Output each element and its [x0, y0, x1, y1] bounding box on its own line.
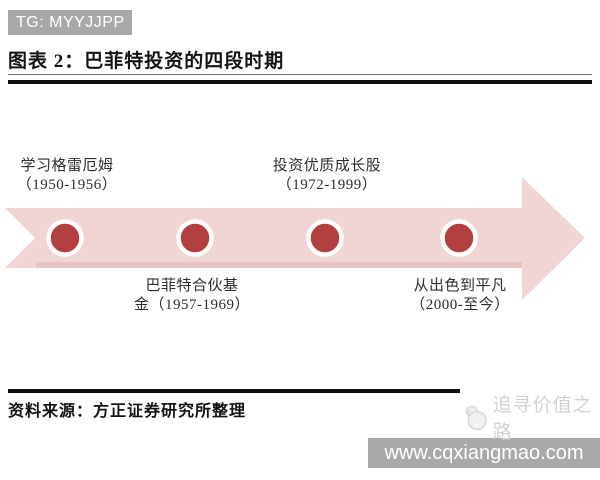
watermark-text: 追寻价值之路 — [492, 395, 593, 443]
timeline-dot-1 — [46, 219, 84, 257]
timeline-label-period-2: 巴菲特合伙基 金（1957-1969） — [118, 277, 266, 315]
timeline-label-period-4: 从出色到平凡 （2000-至今） — [396, 277, 524, 315]
figure-title: 图表 2：巴菲特投资的四段时期 — [8, 51, 285, 72]
footer-divider — [8, 389, 460, 393]
timeline-dot-2 — [176, 219, 214, 257]
timeline-label-period-3: 投资优质成长股 （1972-1999） — [263, 157, 391, 195]
period-1-years: （1950-1956） — [16, 177, 118, 193]
period-2-years: 金（1957-1969） — [134, 297, 250, 313]
watermark: 追寻价值之路 — [462, 390, 600, 444]
period-3-years: （1972-1999） — [276, 177, 378, 193]
timeline-arrow-bottom-shade — [36, 262, 522, 268]
watermark-bird-icon — [464, 405, 487, 431]
data-source-note: 资料来源：方正证券研究所整理 — [8, 403, 247, 420]
site-url-watermark: www.cqxiangmao.com — [368, 438, 600, 468]
telegram-channel-banner: TG: MYYJJPP — [8, 10, 132, 35]
title-divider — [8, 74, 592, 84]
period-4-name: 从出色到平凡 — [413, 278, 507, 294]
timeline-dot-3 — [306, 219, 344, 257]
period-4-years: （2000-至今） — [410, 297, 510, 313]
period-2-name: 巴菲特合伙基 — [145, 278, 239, 294]
timeline-label-period-1: 学习格雷厄姆 （1950-1956） — [7, 157, 127, 195]
period-3-name: 投资优质成长股 — [272, 158, 382, 174]
timeline-dot-4 — [440, 219, 478, 257]
period-1-name: 学习格雷厄姆 — [20, 158, 114, 174]
